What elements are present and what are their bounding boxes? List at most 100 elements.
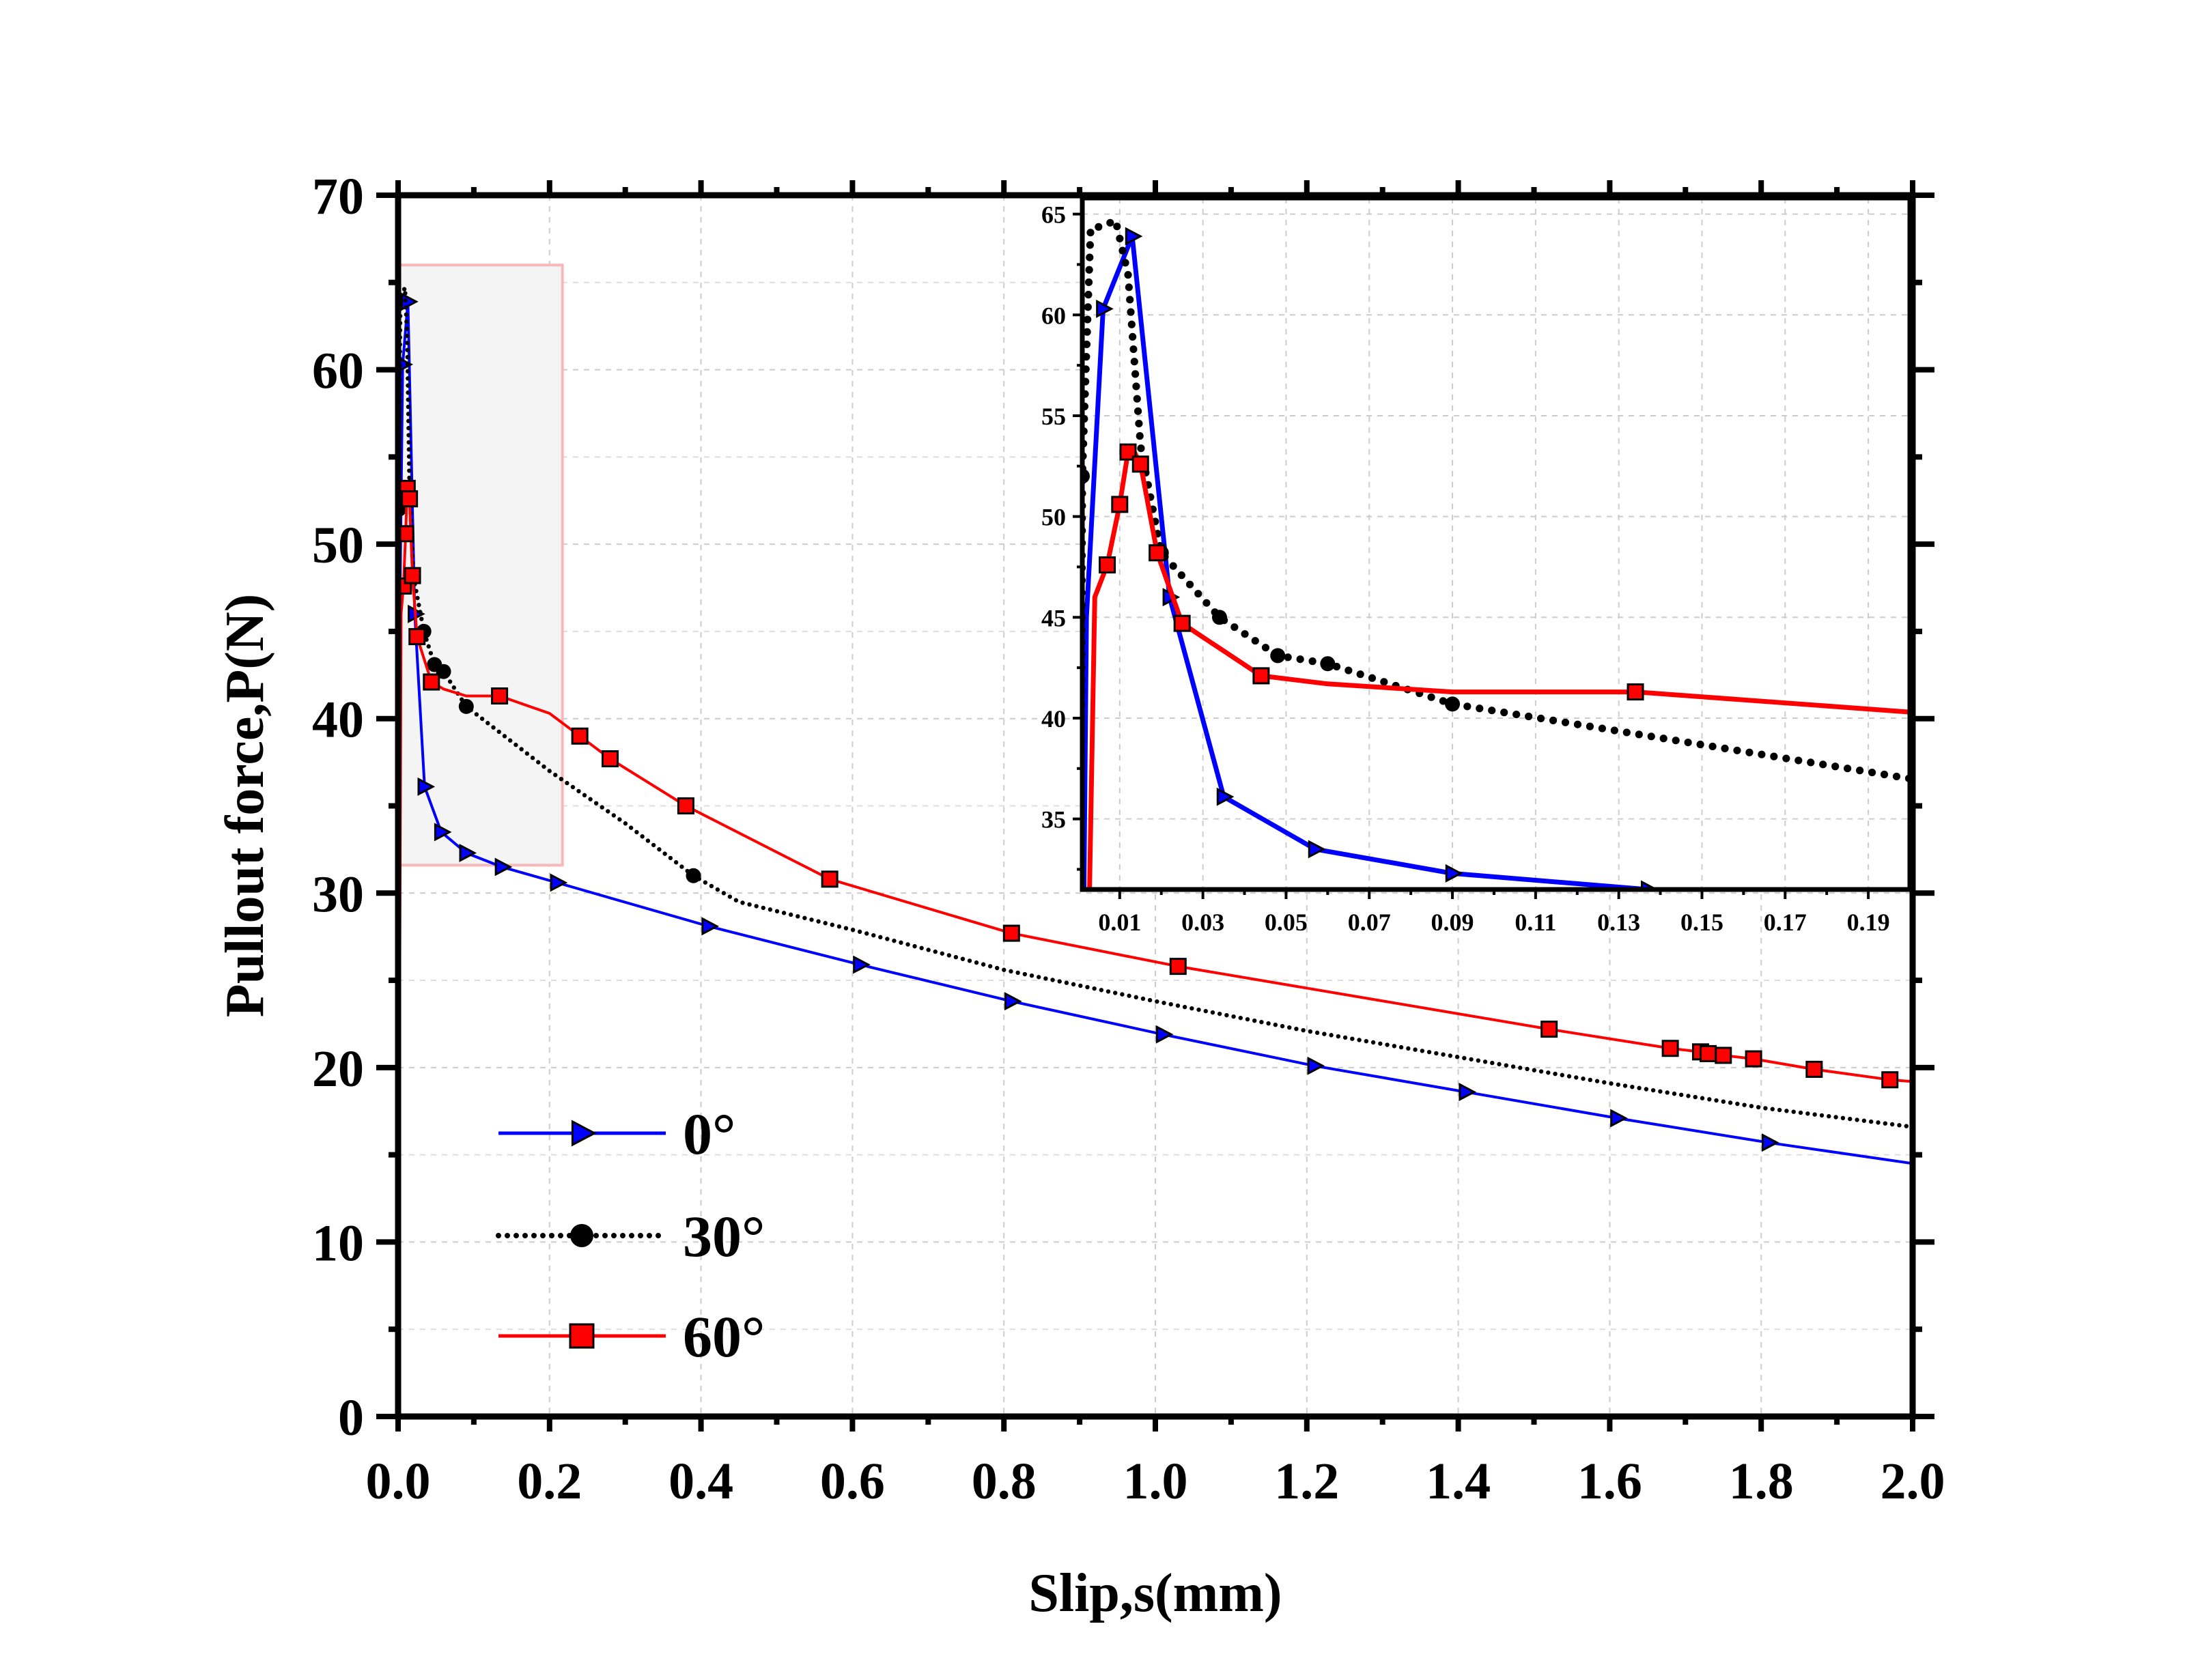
y-tick-label: 30 — [312, 866, 364, 923]
data-point-marker — [1004, 992, 1022, 1011]
series-markers-0 — [398, 292, 1779, 1152]
data-point-marker — [1252, 667, 1270, 685]
y-tick-label: 20 — [312, 1040, 364, 1098]
y-tick-label: 50 — [312, 517, 364, 574]
plot-frame — [395, 192, 1916, 1420]
data-point-marker — [401, 490, 419, 508]
data-point-marker — [1211, 610, 1227, 625]
data-point-marker — [1131, 455, 1149, 473]
legend-item-2: 60° — [498, 1304, 765, 1369]
x-tick-label: 0.0 — [366, 1453, 431, 1510]
inset-x-tick-label: 0.05 — [1265, 909, 1308, 936]
data-point-marker — [458, 698, 474, 714]
legend-label: 60° — [683, 1304, 765, 1369]
data-point-marker — [1125, 227, 1143, 246]
legend-marker-square-icon — [569, 1323, 595, 1349]
legend: 0° 30° 60° — [496, 1101, 765, 1369]
data-point-marker — [1700, 1044, 1717, 1062]
inset-x-tick-label: 0.13 — [1597, 909, 1640, 936]
inset-y-tick-label: 40 — [1041, 705, 1066, 732]
series-line-1 — [1082, 216, 1910, 889]
main-series — [398, 285, 1913, 1416]
data-point-marker — [491, 687, 509, 704]
data-point-marker — [1308, 840, 1326, 859]
data-point-marker — [1099, 556, 1116, 574]
inset-y-tick-label: 55 — [1041, 403, 1066, 430]
y-tick-label: 60 — [312, 343, 364, 400]
data-point-marker — [1445, 696, 1461, 712]
data-point-marker — [550, 873, 568, 892]
data-point-marker — [686, 868, 701, 883]
x-tick-label: 0.2 — [517, 1453, 582, 1510]
main-axes: 0.0 0.2 0.4 0.6 0.8 1.0 1.2 1.4 1.6 1.8 2.0 0 10 20 30… — [312, 168, 1945, 1510]
y-tick-label: 0 — [338, 1389, 364, 1447]
data-point-marker — [2069, 730, 2084, 745]
legend-item-1: 30° — [496, 1204, 765, 1269]
inset-x-tick-label: 0.09 — [1431, 909, 1474, 936]
data-point-marker — [417, 777, 436, 796]
data-point-marker — [1216, 787, 1235, 806]
data-point-marker — [701, 917, 720, 936]
series-line-1 — [398, 285, 1913, 1416]
inset-x-tick-label: 0.07 — [1348, 909, 1391, 936]
legend-item-0: 0° — [498, 1101, 735, 1167]
data-point-marker — [434, 823, 452, 842]
series-markers-2 — [398, 479, 1899, 1089]
x-tick-label: 1.6 — [1577, 1453, 1642, 1510]
inset-x-tick-label: 0.17 — [1764, 909, 1807, 936]
x-tick-label: 0.6 — [820, 1453, 885, 1510]
data-point-marker — [398, 356, 413, 373]
data-point-marker — [1111, 496, 1129, 513]
legend-marker-circle-icon — [570, 1224, 593, 1247]
data-point-marker — [1270, 648, 1286, 664]
data-point-marker — [1459, 1083, 1477, 1102]
data-point-marker — [677, 797, 694, 814]
x-tick-label: 1.8 — [1729, 1453, 1794, 1510]
y-tick-label: 40 — [312, 692, 364, 749]
x-tick-label: 0.4 — [668, 1453, 733, 1510]
inset-chart: 0.01 0.03 0.05 0.07 0.09 0.11 0.13 0.15 0.17 0.19… — [1041, 195, 2084, 936]
inset-y-tick-label: 65 — [1041, 201, 1066, 229]
data-point-marker — [1715, 1047, 1732, 1064]
inset-background — [1082, 198, 1910, 889]
y-tick-label: 70 — [312, 168, 364, 225]
x-tick-label: 0.8 — [972, 1453, 1037, 1510]
data-point-marker — [1745, 1050, 1762, 1068]
data-point-marker — [1096, 299, 1114, 318]
data-point-marker — [571, 727, 589, 745]
data-point-marker — [1945, 900, 1960, 915]
x-tick-label: 2.0 — [1881, 1453, 1945, 1510]
data-point-marker — [423, 673, 440, 691]
x-axis-title: Slip,s(mm) — [1028, 1563, 1282, 1623]
series-markers-0 — [1096, 227, 1960, 915]
inset-x-tick-label: 0.15 — [1680, 909, 1723, 936]
inset-y-tick-label: 50 — [1041, 504, 1066, 531]
inset-y-tick-label: 60 — [1041, 302, 1066, 329]
inset-x-tick-label: 0.19 — [1847, 909, 1890, 936]
inset-x-tick-label: 0.01 — [1098, 909, 1141, 936]
data-point-marker — [1320, 656, 1336, 672]
legend-label: 30° — [683, 1204, 765, 1269]
data-point-marker — [821, 870, 839, 888]
data-point-marker — [1173, 614, 1191, 632]
y-axis-title: Pullout force,P(N) — [215, 594, 275, 1018]
data-point-marker — [1805, 1060, 1823, 1078]
zoom-region-highlight — [397, 264, 564, 867]
x-tick-label: 1.4 — [1426, 1453, 1491, 1510]
y-tick-label: 10 — [312, 1214, 364, 1272]
data-point-marker — [404, 567, 421, 584]
data-point-marker — [408, 628, 426, 646]
data-point-marker — [1155, 1025, 1174, 1044]
data-point-marker — [1445, 864, 1463, 883]
x-tick-label: 1.2 — [1274, 1453, 1339, 1510]
legend-label: 0° — [683, 1101, 735, 1167]
x-tick-label: 1.0 — [1123, 1453, 1188, 1510]
data-point-marker — [1169, 958, 1187, 976]
data-point-marker — [602, 750, 619, 767]
data-point-marker — [494, 857, 513, 877]
data-point-marker — [1307, 1056, 1325, 1075]
data-point-marker — [1881, 1071, 1899, 1089]
inset-x-tick-label: 0.11 — [1515, 909, 1556, 936]
inset-y-tick-label: 35 — [1041, 806, 1066, 834]
